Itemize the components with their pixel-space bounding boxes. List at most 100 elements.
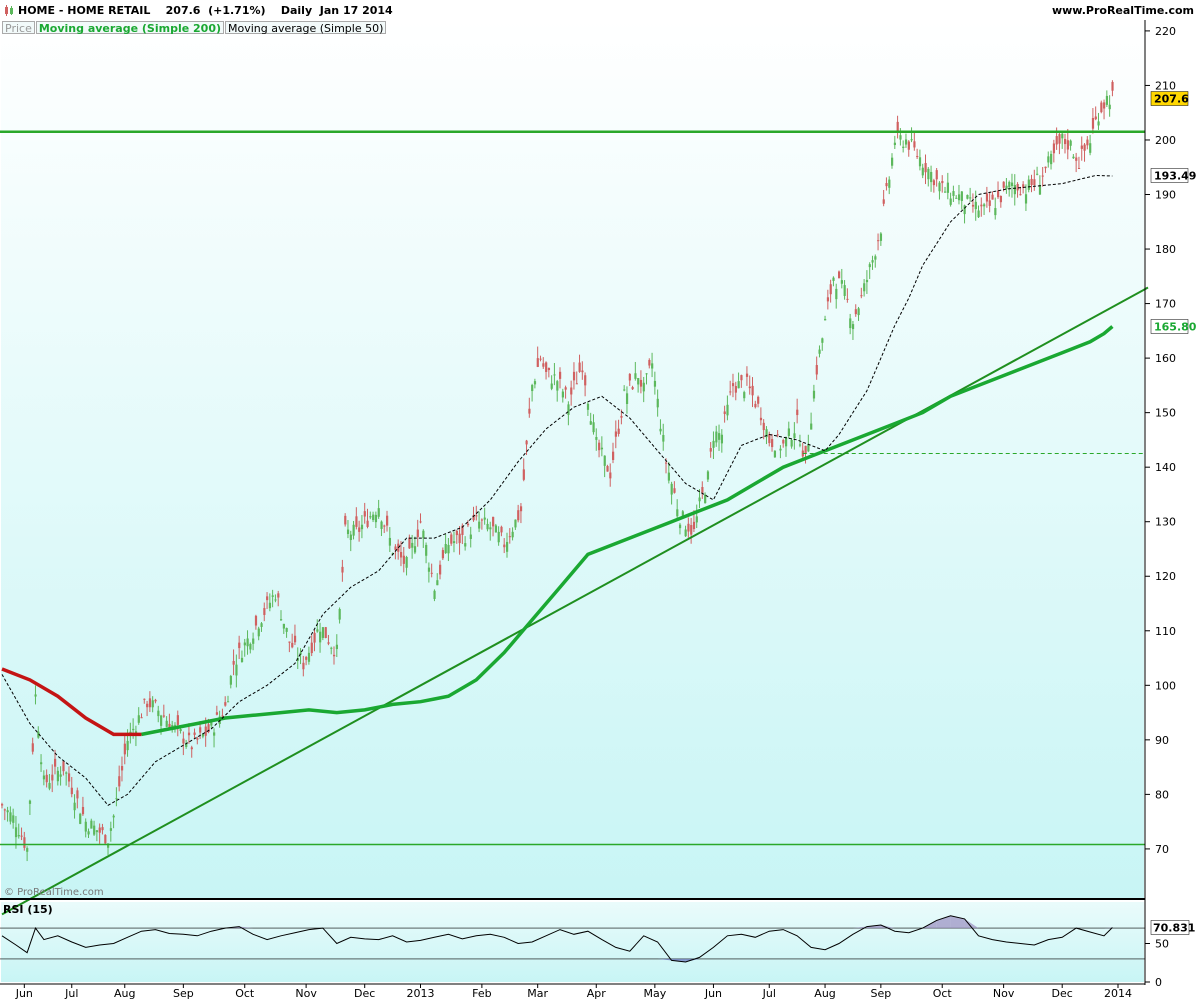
candle-body xyxy=(645,373,648,375)
candle-body xyxy=(835,288,838,300)
y-tick-label: 170 xyxy=(1155,298,1176,311)
candle-body xyxy=(441,550,445,559)
candle-body xyxy=(408,537,411,549)
candle-body xyxy=(452,541,456,544)
candle-body xyxy=(1103,102,1106,109)
candle-body xyxy=(98,827,101,833)
candle-body xyxy=(213,732,216,736)
candle-body xyxy=(628,373,631,381)
rsi-overbought-fill xyxy=(950,915,965,929)
candle-body xyxy=(333,654,336,657)
candle-body xyxy=(1077,168,1081,170)
candle-body xyxy=(419,521,422,523)
candle-body xyxy=(386,515,389,526)
candle-body xyxy=(522,469,525,480)
candle-body xyxy=(1013,185,1016,195)
candle-body xyxy=(957,194,961,201)
candles-layer xyxy=(1,80,1114,862)
candle-body xyxy=(319,631,322,643)
rsi-overbought-fill xyxy=(964,918,979,929)
candle-body xyxy=(84,821,87,832)
candle-body xyxy=(173,724,177,726)
candle-body xyxy=(299,652,302,655)
rsi-value-badge: 70.831 xyxy=(1153,921,1195,934)
candle-body xyxy=(157,710,160,717)
candle-body xyxy=(1108,104,1111,110)
candle-body xyxy=(132,728,135,731)
candle-body xyxy=(374,514,378,523)
site-url[interactable]: www.ProRealTime.com xyxy=(1051,4,1194,17)
y-tick-label: 180 xyxy=(1155,243,1176,256)
candle-body xyxy=(854,309,857,315)
candle-body xyxy=(109,828,113,831)
candle-body xyxy=(701,487,704,493)
candle-body xyxy=(586,403,590,410)
candle-body xyxy=(533,381,537,385)
candle-body xyxy=(34,694,37,697)
candle-body xyxy=(966,194,969,199)
candle-body xyxy=(123,743,126,755)
candle-body xyxy=(665,462,668,464)
candle-body xyxy=(215,712,219,715)
candle-body xyxy=(745,373,749,377)
ticker-text: HOME - HOME RETAIL 207.6 (+1.71%) Daily … xyxy=(18,4,393,17)
candle-body xyxy=(399,551,403,558)
candle-body xyxy=(991,194,994,200)
x-tick-label: Feb xyxy=(472,987,491,1000)
candle-body xyxy=(612,451,615,460)
candle-body xyxy=(207,724,210,733)
legend-ma200[interactable]: Moving average (Simple 200) xyxy=(35,21,224,35)
candle-body xyxy=(720,434,724,444)
candle-body xyxy=(757,396,760,404)
candle-body xyxy=(584,375,587,386)
candle-body xyxy=(918,157,922,167)
candle-body xyxy=(280,619,283,621)
candle-body xyxy=(840,280,843,284)
candle-body xyxy=(528,408,531,414)
candle-body xyxy=(411,542,414,548)
candle-body xyxy=(436,580,439,586)
candle-body xyxy=(1072,156,1075,159)
candle-body xyxy=(1036,173,1039,175)
candle-body xyxy=(101,827,104,831)
candle-body xyxy=(307,652,311,662)
ma200-line-falling xyxy=(1,667,142,737)
candle-body xyxy=(625,393,629,404)
candle-body xyxy=(698,497,701,502)
candle-body xyxy=(489,527,492,530)
legend-price[interactable]: Price xyxy=(2,21,35,35)
candle-body xyxy=(1030,178,1033,186)
candle-body xyxy=(380,521,383,529)
candle-body xyxy=(559,371,562,379)
candle-body xyxy=(899,135,902,140)
candle-body xyxy=(413,546,417,553)
candle-body xyxy=(335,644,338,650)
x-tick-label: Jun xyxy=(15,987,33,1000)
ma50-line xyxy=(1,174,1113,806)
candle-body xyxy=(935,170,938,180)
candle-body xyxy=(784,437,788,447)
candle-body xyxy=(776,434,779,436)
candle-body xyxy=(545,362,548,372)
candle-body xyxy=(678,524,682,529)
candle-body xyxy=(662,434,665,442)
candle-body xyxy=(14,827,18,838)
ma50-value-badge: 193.49 xyxy=(1154,169,1196,182)
candle-body xyxy=(851,324,855,330)
candle-body xyxy=(891,157,894,166)
candle-body xyxy=(81,806,85,815)
candle-body xyxy=(910,139,913,141)
candle-body xyxy=(316,629,319,632)
candle-body xyxy=(416,529,419,538)
candle-body xyxy=(444,544,447,554)
candle-body xyxy=(229,675,232,685)
candle-body xyxy=(508,536,511,538)
candle-body xyxy=(904,139,908,145)
candle-body xyxy=(65,772,68,774)
legend-ma50[interactable]: Moving average (Simple 50) xyxy=(225,21,387,35)
candle-body xyxy=(179,729,182,732)
candle-body xyxy=(743,392,746,399)
candle-body xyxy=(676,509,679,517)
candle-body xyxy=(112,815,115,818)
ma200-value-badge-bg xyxy=(1150,319,1189,334)
